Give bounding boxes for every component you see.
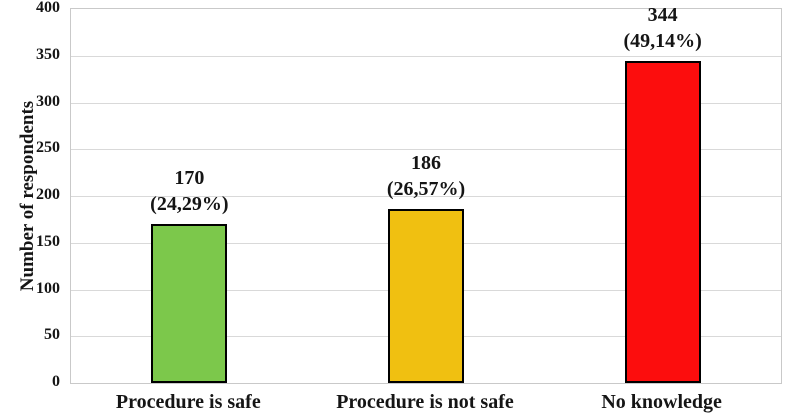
bar-procedure-is-not-safe xyxy=(388,209,464,383)
bar-value-label-line: (49,14%) xyxy=(623,30,702,53)
bar-value-label: 186 (26,57%) xyxy=(316,150,536,202)
y-tick-label-50: 50 xyxy=(44,326,60,344)
bar-no-knowledge xyxy=(624,61,701,383)
gridline-350 xyxy=(71,55,781,57)
y-tick-label-250: 250 xyxy=(36,139,60,157)
y-tick-label-400: 400 xyxy=(36,0,60,16)
bar-value-label: 344 (49,14%) xyxy=(553,2,773,54)
bar-procedure-is-safe xyxy=(151,224,228,383)
bar-value-label-line: (24,29%) xyxy=(150,193,229,216)
x-tick-label-procedure-is-safe: Procedure is safe xyxy=(115,391,261,413)
bar-value-label-line: 344 xyxy=(647,4,678,27)
y-tick-label-100: 100 xyxy=(36,279,60,297)
gridline-200 xyxy=(71,196,781,197)
bar-value-label-line: 170 xyxy=(174,167,205,190)
gridline-250 xyxy=(71,149,781,151)
bar-value-label-line: 186 xyxy=(411,152,441,175)
gridline-300 xyxy=(71,102,781,104)
x-tick-label-procedure-is-not-safe: Procedure is not safe xyxy=(336,391,514,413)
y-tick-label-300: 300 xyxy=(36,92,60,110)
bar-value-label-line: (26,57%) xyxy=(386,178,466,201)
y-tick-label-350: 350 xyxy=(36,45,60,63)
x-tick-label-no-knowledge: No knowledge xyxy=(601,391,722,413)
y-tick-label-200: 200 xyxy=(36,186,60,203)
plot-area: 170 (24,29%) 186 (26,57%) 344 (49,14%) xyxy=(70,4,782,384)
bar-value-label: 170 (24,29%) xyxy=(79,165,299,217)
y-tick-label-150: 150 xyxy=(36,232,60,250)
y-tick-label-0: 0 xyxy=(52,373,60,390)
